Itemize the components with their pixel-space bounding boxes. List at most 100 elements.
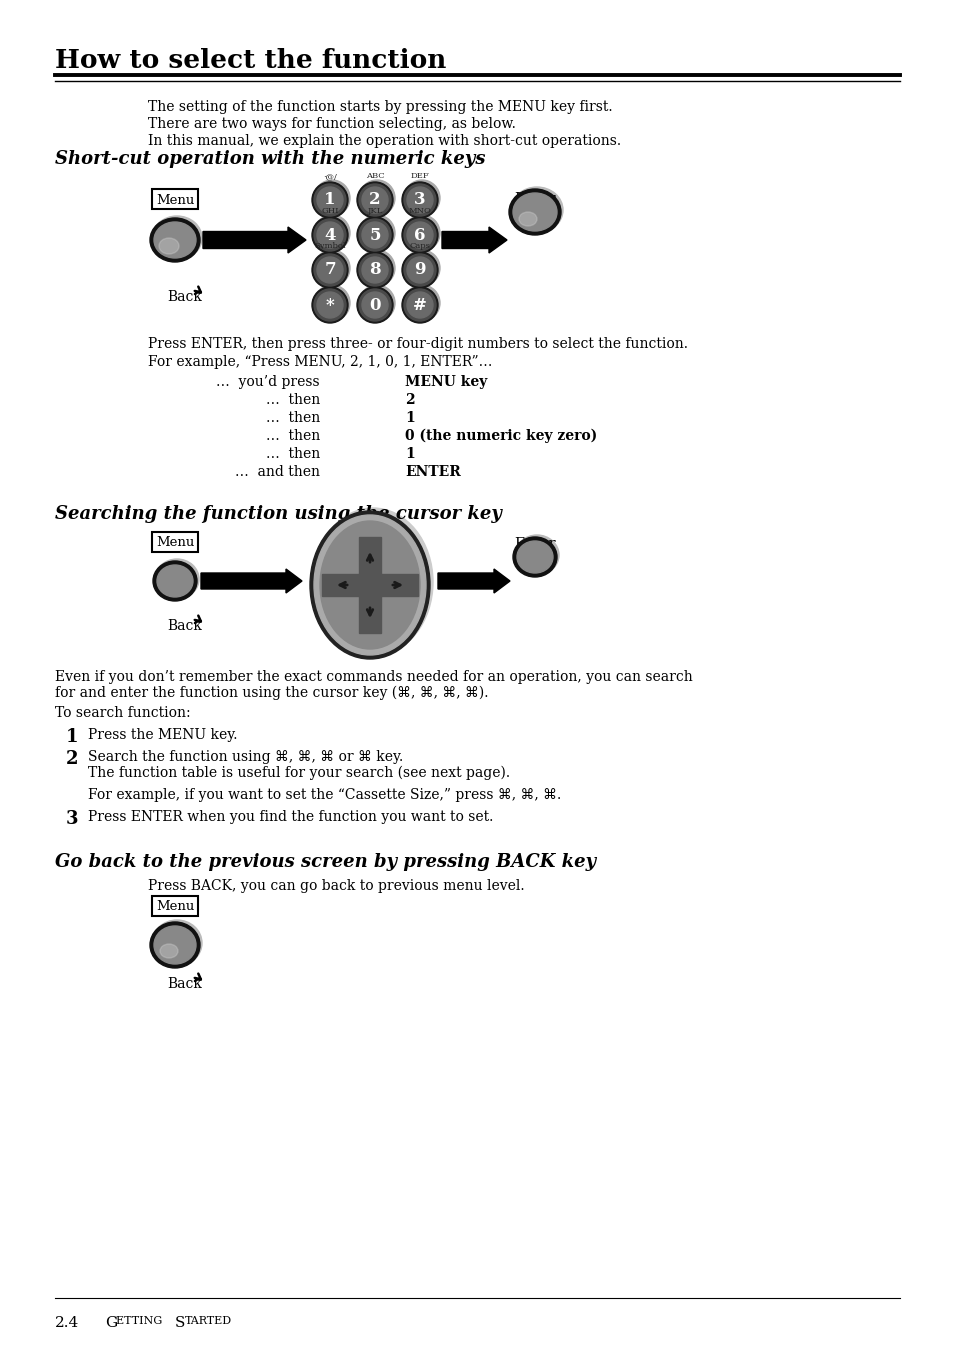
Circle shape [403, 214, 439, 251]
Text: For example, “Press MENU, 2, 1, 0, 1, ENTER”…: For example, “Press MENU, 2, 1, 0, 1, EN… [148, 355, 492, 369]
Ellipse shape [153, 222, 195, 257]
FancyArrow shape [437, 569, 510, 593]
Circle shape [403, 284, 439, 321]
Text: Even if you don’t remember the exact commands needed for an operation, you can s: Even if you don’t remember the exact com… [55, 670, 692, 683]
Circle shape [312, 287, 348, 324]
Circle shape [314, 284, 350, 321]
Text: MNO: MNO [408, 208, 431, 214]
Ellipse shape [314, 515, 426, 655]
Text: Caps: Caps [409, 243, 430, 249]
Circle shape [358, 214, 395, 251]
Circle shape [316, 222, 343, 248]
Text: Menu: Menu [155, 537, 194, 550]
Text: Press the MENU key.: Press the MENU key. [88, 728, 237, 741]
Text: for and enter the function using the cursor key (⌘, ⌘, ⌘, ⌘).: for and enter the function using the cur… [55, 686, 488, 701]
Text: Press ENTER when you find the function you want to set.: Press ENTER when you find the function y… [88, 810, 493, 824]
Circle shape [403, 288, 436, 321]
Circle shape [314, 218, 346, 251]
Circle shape [358, 253, 391, 286]
FancyArrow shape [441, 226, 506, 253]
Text: 2: 2 [66, 749, 78, 768]
Ellipse shape [511, 187, 562, 233]
Text: MENU key: MENU key [405, 375, 487, 390]
Circle shape [316, 187, 343, 213]
Text: ETTING: ETTING [116, 1316, 166, 1326]
Bar [322, 574, 417, 596]
Circle shape [403, 218, 436, 251]
Circle shape [358, 218, 391, 251]
Circle shape [316, 293, 343, 318]
Circle shape [314, 183, 346, 216]
Ellipse shape [157, 565, 193, 597]
Circle shape [407, 222, 433, 248]
Text: ·@/: ·@/ [323, 173, 336, 181]
Circle shape [403, 253, 436, 286]
Text: …  and then: … and then [234, 465, 319, 479]
Text: The function table is useful for your search (see next page).: The function table is useful for your se… [88, 766, 510, 780]
FancyBboxPatch shape [152, 896, 198, 917]
Text: 5: 5 [369, 226, 380, 244]
Circle shape [358, 183, 391, 216]
Circle shape [312, 252, 348, 288]
FancyArrow shape [201, 569, 302, 593]
Text: Menu: Menu [155, 900, 194, 914]
Circle shape [314, 249, 350, 286]
Ellipse shape [150, 922, 200, 968]
Text: ENTER: ENTER [405, 465, 460, 479]
Text: 0 (the numeric key zero): 0 (the numeric key zero) [405, 429, 597, 443]
Circle shape [401, 217, 437, 253]
Text: Press BACK, you can go back to previous menu level.: Press BACK, you can go back to previous … [148, 879, 524, 892]
Circle shape [403, 249, 439, 286]
Circle shape [407, 187, 433, 213]
Ellipse shape [513, 193, 557, 231]
Ellipse shape [159, 239, 179, 253]
Ellipse shape [154, 559, 199, 599]
Text: There are two ways for function selecting, as below.: There are two ways for function selectin… [148, 117, 516, 131]
Ellipse shape [160, 944, 178, 958]
Text: 2: 2 [405, 394, 415, 407]
Text: *: * [325, 297, 334, 314]
Text: …  you’d press: … you’d press [216, 375, 319, 390]
Circle shape [403, 181, 439, 216]
Text: Back: Back [167, 977, 202, 991]
Text: Searching the function using the cursor key: Searching the function using the cursor … [55, 506, 501, 523]
Circle shape [358, 284, 395, 321]
Text: JKL: JKL [367, 208, 382, 214]
Ellipse shape [150, 218, 200, 262]
Text: 2.4: 2.4 [55, 1316, 79, 1330]
Circle shape [316, 257, 343, 283]
Text: In this manual, we explain the operation with short-cut operations.: In this manual, we explain the operation… [148, 133, 620, 148]
Text: Enter: Enter [514, 191, 556, 206]
Text: 1: 1 [405, 448, 415, 461]
Text: 8: 8 [369, 262, 380, 279]
Text: To search function:: To search function: [55, 706, 191, 720]
Ellipse shape [313, 508, 433, 656]
Circle shape [312, 182, 348, 218]
Circle shape [361, 293, 388, 318]
Ellipse shape [152, 919, 202, 967]
Text: 3: 3 [66, 810, 78, 828]
Text: Short-cut operation with the numeric keys: Short-cut operation with the numeric key… [55, 150, 485, 168]
Circle shape [358, 181, 395, 216]
Text: Press ENTER, then press three- or four-digit numbers to select the function.: Press ENTER, then press three- or four-d… [148, 337, 687, 350]
Text: ABC: ABC [365, 173, 384, 181]
Ellipse shape [153, 926, 195, 964]
Circle shape [314, 181, 350, 216]
Ellipse shape [509, 189, 560, 235]
Circle shape [401, 287, 437, 324]
Text: Back: Back [167, 290, 202, 305]
Text: 0: 0 [369, 297, 380, 314]
Text: Search the function using ⌘, ⌘, ⌘ or ⌘ key.: Search the function using ⌘, ⌘, ⌘ or ⌘ k… [88, 749, 403, 764]
FancyBboxPatch shape [152, 532, 198, 551]
Ellipse shape [310, 511, 430, 659]
Text: 3: 3 [414, 191, 425, 209]
Text: 1: 1 [66, 728, 78, 745]
Text: #: # [413, 297, 427, 314]
Ellipse shape [515, 535, 558, 576]
Circle shape [356, 287, 393, 324]
Text: …  then: … then [266, 429, 319, 443]
Text: 6: 6 [414, 226, 425, 244]
FancyBboxPatch shape [152, 189, 198, 209]
Text: 4: 4 [324, 226, 335, 244]
Circle shape [358, 288, 391, 321]
